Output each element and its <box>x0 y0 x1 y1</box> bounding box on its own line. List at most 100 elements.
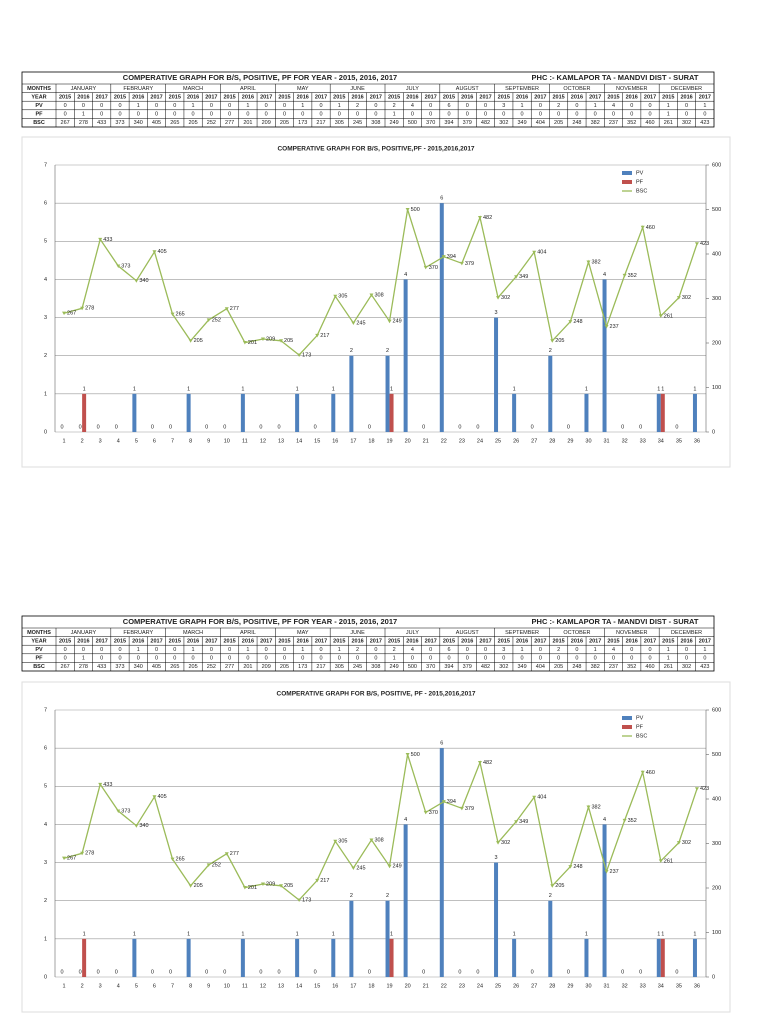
bsc-label: 245 <box>356 865 365 871</box>
cell: 2015 <box>553 94 565 100</box>
cell: 2 <box>557 647 560 653</box>
cell: 205 <box>554 664 563 670</box>
row-label: MONTHS <box>27 86 51 92</box>
month-label: JUNE <box>350 630 365 636</box>
bar-label: 3 <box>495 855 498 861</box>
bsc-marker <box>170 857 175 862</box>
cell: 0 <box>630 656 633 662</box>
x-tick-label: 4 <box>117 438 120 444</box>
cell: 2015 <box>59 94 71 100</box>
x-tick-label: 7 <box>171 983 174 989</box>
cell: 2 <box>356 103 359 109</box>
bsc-label: 205 <box>284 338 293 344</box>
bsc-marker <box>315 878 320 883</box>
bsc-marker <box>550 884 555 888</box>
cell: 2016 <box>242 94 254 100</box>
month-label: APRIL <box>240 86 256 92</box>
x-tick-label: 10 <box>224 983 230 989</box>
x-tick-label: 30 <box>585 983 591 989</box>
table-location: PHC :- KAMLAPOR TA - MANDVI DIST - SURAT <box>532 617 699 626</box>
cell: 0 <box>301 656 304 662</box>
bsc-marker <box>260 882 265 886</box>
y-tick-label: 4 <box>44 277 47 283</box>
bsc-label: 173 <box>302 352 311 358</box>
cell: 0 <box>118 112 121 118</box>
bar-label: 1 <box>83 386 86 392</box>
bsc-label: 482 <box>483 760 492 766</box>
cell: 0 <box>521 112 524 118</box>
cell: 0 <box>155 647 158 653</box>
bsc-label: 261 <box>664 313 673 319</box>
bar-label: 0 <box>151 969 154 975</box>
bsc-marker <box>134 279 139 283</box>
bsc-label: 370 <box>429 810 438 816</box>
bar-label: 0 <box>422 424 425 430</box>
bsc-marker <box>586 260 591 265</box>
bsc-label: 278 <box>85 851 94 857</box>
cell: 0 <box>685 647 688 653</box>
bar <box>692 938 697 977</box>
bar <box>584 393 589 432</box>
y2-tick-label: 100 <box>712 930 721 936</box>
bar <box>389 938 394 977</box>
bar-label: 0 <box>621 969 624 975</box>
cell: 1 <box>301 647 304 653</box>
row-label: BSC <box>33 120 45 126</box>
cell: 0 <box>703 112 706 118</box>
bar <box>385 900 390 977</box>
bar <box>584 938 589 977</box>
x-tick-label: 6 <box>153 983 156 989</box>
x-tick-label: 19 <box>386 438 392 444</box>
x-tick-label: 12 <box>260 983 266 989</box>
bsc-label: 248 <box>573 864 582 870</box>
cell: 0 <box>648 656 651 662</box>
bar-label: 4 <box>603 272 606 278</box>
month-label: JANUARY <box>71 630 97 636</box>
cell: 2016 <box>297 94 309 100</box>
cell: 0 <box>429 103 432 109</box>
cell: 0 <box>228 103 231 109</box>
cell: 2015 <box>278 638 290 644</box>
month-label: MARCH <box>183 630 203 636</box>
cell: 2017 <box>315 638 327 644</box>
bar-label: 0 <box>97 424 100 430</box>
bar <box>548 900 553 977</box>
cell: 0 <box>283 112 286 118</box>
bar <box>403 279 408 432</box>
cell: 460 <box>645 120 654 126</box>
cell: 0 <box>685 103 688 109</box>
cell: 0 <box>265 656 268 662</box>
table-title: COMPERATIVE GRAPH FOR B/S, POSITIVE, PF … <box>123 617 397 626</box>
cell: 2015 <box>388 638 400 644</box>
month-label: DECEMBER <box>671 86 702 92</box>
bsc-label: 405 <box>157 794 166 800</box>
month-label: OCTOBER <box>563 630 590 636</box>
bar-label: 6 <box>440 196 443 202</box>
x-tick-label: 3 <box>99 438 102 444</box>
legend-label: PV <box>636 715 644 721</box>
cell: 0 <box>82 647 85 653</box>
cell: 0 <box>575 103 578 109</box>
bsc-marker <box>387 864 392 869</box>
cell: 0 <box>100 656 103 662</box>
y-tick-label: 0 <box>44 429 47 435</box>
cell: 2015 <box>443 94 455 100</box>
cell: 2016 <box>406 638 418 644</box>
x-tick-label: 26 <box>513 438 519 444</box>
bsc-marker <box>260 337 265 341</box>
x-tick-label: 18 <box>368 983 374 989</box>
cell: 6 <box>447 647 450 653</box>
cell: 2015 <box>224 638 236 644</box>
x-tick-label: 8 <box>189 438 192 444</box>
cell: 2016 <box>680 94 692 100</box>
cell: 205 <box>188 664 197 670</box>
cell: 305 <box>335 120 344 126</box>
cell: 0 <box>411 112 414 118</box>
bar-label: 1 <box>187 386 190 392</box>
cell: 0 <box>228 656 231 662</box>
bsc-marker <box>496 296 501 300</box>
cell: 2017 <box>370 638 382 644</box>
bsc-label: 382 <box>591 804 600 810</box>
cell: 0 <box>429 112 432 118</box>
cell: 302 <box>499 120 508 126</box>
